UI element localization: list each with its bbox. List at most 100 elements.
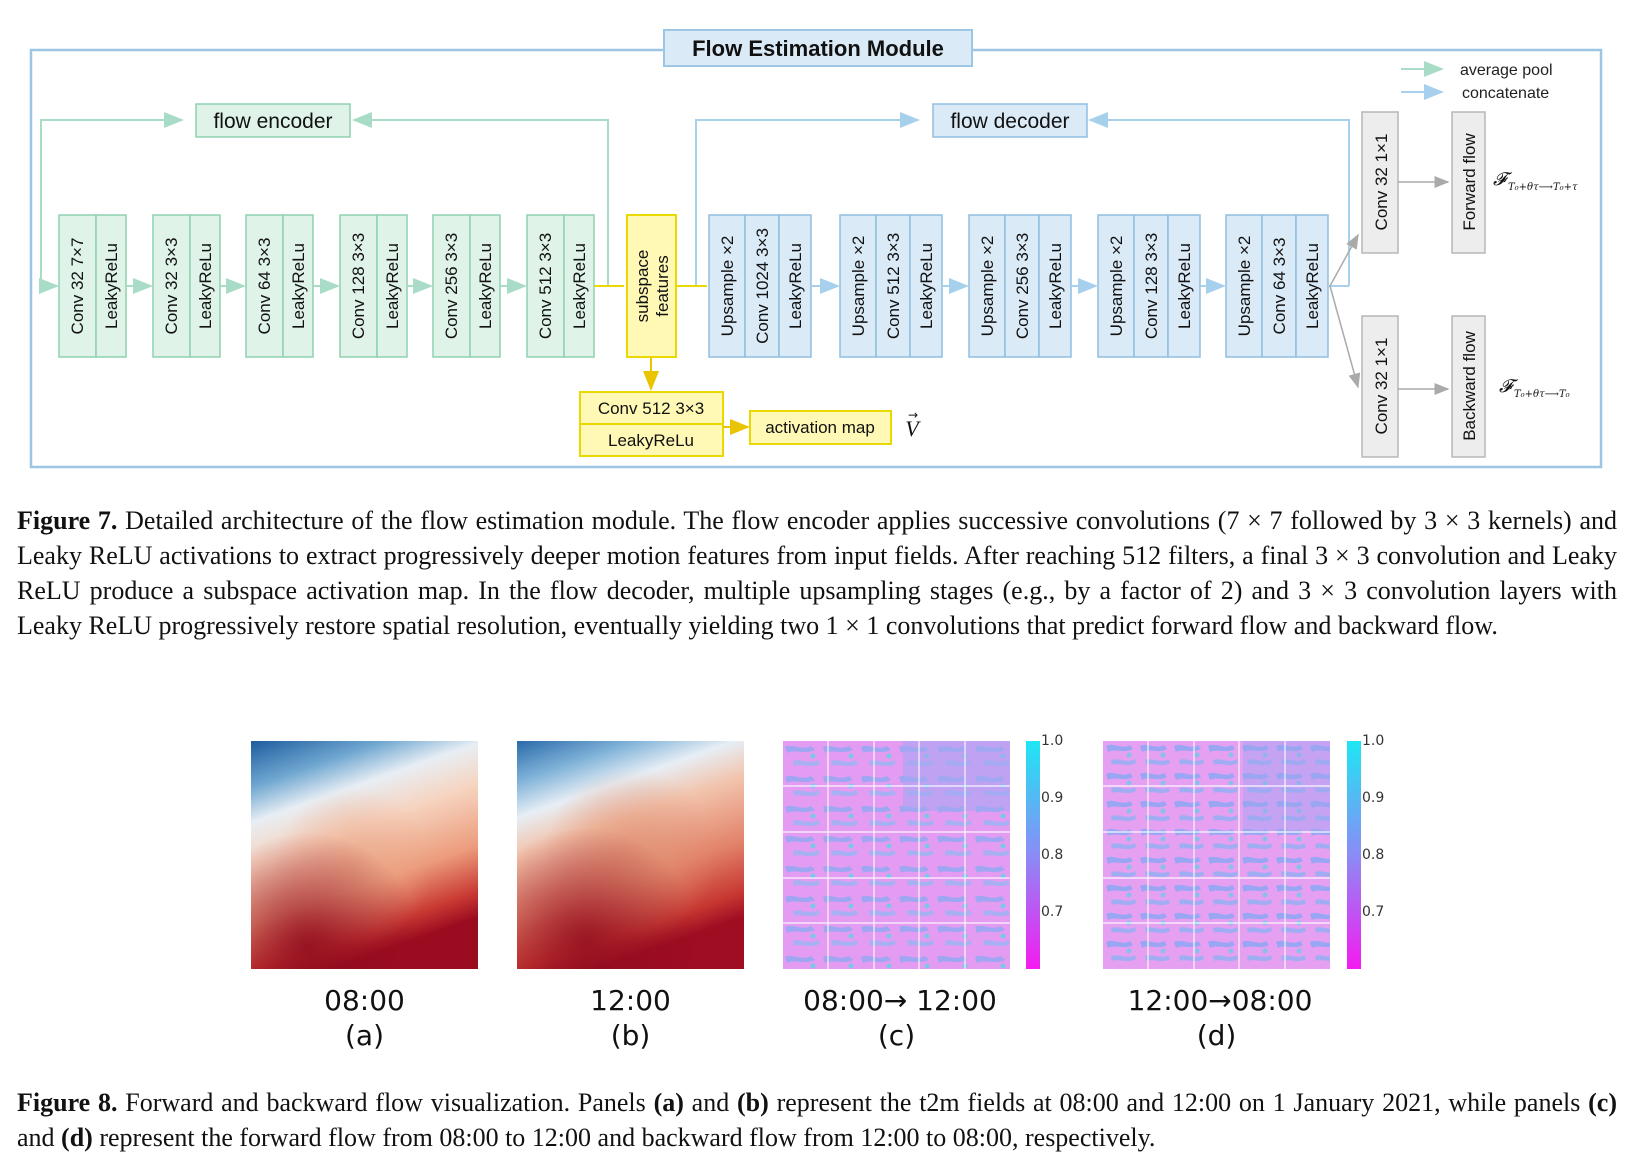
encoder-block-3: Conv 64 3×3 LeakyReLu: [245, 214, 314, 358]
figure8-caption-text: represent the t2m fields at 08:00 and 12…: [768, 1088, 1589, 1117]
forward-flow-subscript: T₀+θτ⟶T₀+τ: [1508, 182, 1578, 193]
panel-a-heatmap: [251, 741, 478, 969]
decoder-act-2: LeakyReLu: [917, 243, 936, 329]
encoder-act-2: LeakyReLu: [196, 243, 215, 329]
decoder-conv-3: Conv 256 3×3: [1013, 233, 1032, 339]
panel-b-heatmap: [517, 741, 744, 969]
encoder-act-1: LeakyReLu: [102, 243, 121, 329]
backward-conv-box: [1361, 315, 1399, 458]
colorbar-d-tick: 0.8: [1362, 847, 1385, 863]
decoder-up-4: Upsample ×2: [1107, 236, 1126, 337]
module-title: Flow Estimation Module: [692, 36, 944, 61]
encoder-conv-5: Conv 256 3×3: [442, 233, 461, 339]
activation-conv-label: Conv 512 3×3: [598, 399, 704, 418]
backward-flow-subscript: T₀+θτ⟶T₀: [1514, 389, 1570, 400]
panel-d-flow-map: [1103, 741, 1330, 969]
encoder-conv-4: Conv 128 3×3: [349, 233, 368, 339]
encoder-conv-2: Conv 32 3×3: [162, 238, 181, 335]
panel-c-flow-map: [783, 741, 1010, 969]
to-forward-branch: [1329, 233, 1359, 287]
subspace-line1: subspace: [633, 250, 652, 323]
colorbar-d-tick: 0.9: [1362, 790, 1385, 806]
decoder-block-4: Upsample ×2 Conv 128 3×3 LeakyReLu: [1097, 214, 1201, 358]
backward-flow-box: [1451, 315, 1486, 458]
decoder-label: flow decoder: [950, 110, 1069, 133]
encoder-act-6: LeakyReLu: [570, 243, 589, 329]
figure8-caption-text: and: [683, 1088, 738, 1117]
figure8-caption-text: Forward and backward flow visualization.…: [117, 1088, 654, 1117]
figure8-caption-text: and: [17, 1123, 62, 1152]
figure7-caption-text: Detailed architecture of the flow estima…: [17, 506, 1617, 640]
decoder-bracket-left: [695, 112, 920, 286]
vector-v-symbol: V: [905, 416, 921, 441]
decoder-up-1: Upsample ×2: [718, 236, 737, 337]
subspace-line2: features: [653, 255, 672, 316]
architecture-diagram: Flow Estimation Module average pool conc…: [29, 29, 1603, 469]
vector-arrow-accent: →: [908, 408, 918, 422]
panel-ref-b: (b): [737, 1088, 769, 1117]
panel-d-colorbar: [1347, 741, 1361, 969]
encoder-block-4: Conv 128 3×3 LeakyReLu: [339, 214, 408, 358]
activation-act-label: LeakyReLu: [608, 431, 694, 450]
decoder-act-4: LeakyReLu: [1175, 243, 1194, 329]
colorbar-c-tick: 0.8: [1041, 847, 1064, 863]
colorbar-c-tick: 1.0: [1041, 733, 1064, 749]
panel-ref-c: (c): [1588, 1088, 1617, 1117]
panel-d-time: 12:00→08:00: [1127, 984, 1313, 1017]
decoder-block-3: Upsample ×2 Conv 256 3×3 LeakyReLu: [968, 214, 1072, 358]
backward-flow-label: Backward flow: [1460, 330, 1479, 440]
to-backward-branch: [1329, 285, 1361, 389]
encoder-act-3: LeakyReLu: [289, 243, 308, 329]
forward-flow-label: Forward flow: [1460, 133, 1479, 231]
legend-pool-label: average pool: [1460, 62, 1553, 79]
panel-a-letter: (a): [344, 1019, 384, 1052]
figure8-caption-label: Figure 8.: [17, 1088, 118, 1117]
activation-act-box: [579, 423, 724, 457]
decoder-up-5: Upsample ×2: [1235, 236, 1254, 337]
backward-conv-label: Conv 32 1×1: [1372, 338, 1391, 435]
decoder-block-1: Upsample ×2 Conv 1024 3×3 LeakyReLu: [708, 214, 812, 358]
forward-conv-label: Conv 32 1×1: [1372, 134, 1391, 231]
encoder-act-4: LeakyReLu: [383, 243, 402, 329]
encoder-block-1: Conv 32 7×7 LeakyReLu: [58, 214, 127, 358]
decoder-act-3: LeakyReLu: [1046, 243, 1065, 329]
decoder-conv-4: Conv 128 3×3: [1142, 233, 1161, 339]
decoder-conv-1: Conv 1024 3×3: [753, 228, 772, 344]
figure8-caption: Figure 8. Forward and backward flow visu…: [17, 1085, 1617, 1155]
panel-a-time: 08:00: [324, 984, 405, 1017]
colorbar-c-tick: 0.7: [1041, 904, 1064, 920]
encoder-label-box: [195, 103, 351, 138]
activation-map-box: [749, 410, 892, 445]
encoder-act-5: LeakyReLu: [476, 243, 495, 329]
encoder-block-5: Conv 256 3×3 LeakyReLu: [432, 214, 501, 358]
legend-concat-label: concatenate: [1462, 85, 1549, 102]
panel-c-time: 08:00→ 12:00: [803, 984, 997, 1017]
decoder-up-2: Upsample ×2: [849, 236, 868, 337]
module-title-box: [663, 29, 973, 67]
decoder-block-5: Upsample ×2 Conv 64 3×3 LeakyReLu: [1225, 214, 1329, 358]
decoder-act-1: LeakyReLu: [786, 243, 805, 329]
decoder-bracket-right: [1088, 112, 1350, 286]
panel-b-letter: (b): [610, 1019, 651, 1052]
figure7-caption-label: Figure 7.: [17, 506, 118, 535]
encoder-bracket-right: [352, 112, 609, 286]
encoder-label: flow encoder: [213, 110, 332, 133]
decoder-conv-5: Conv 64 3×3: [1270, 238, 1289, 335]
panel-c-colorbar: [1026, 741, 1040, 969]
figure7-caption: Figure 7. Detailed architecture of the f…: [17, 503, 1617, 643]
decoder-up-3: Upsample ×2: [978, 236, 997, 337]
panel-ref-d: (d): [61, 1123, 93, 1152]
forward-flow-box: [1451, 111, 1486, 254]
figure8-caption-text: represent the forward flow from 08:00 to…: [92, 1123, 1156, 1152]
colorbar-d-tick: 1.0: [1362, 733, 1385, 749]
panel-c-letter: (c): [877, 1019, 916, 1052]
encoder-bracket-left: [40, 112, 184, 286]
decoder-act-5: LeakyReLu: [1303, 243, 1322, 329]
decoder-block-2: Upsample ×2 Conv 512 3×3 LeakyReLu: [839, 214, 943, 358]
forward-conv-box: [1361, 111, 1399, 254]
panel-d-letter: (d): [1196, 1019, 1237, 1052]
colorbar-c-tick: 0.9: [1041, 790, 1064, 806]
decoder-conv-2: Conv 512 3×3: [884, 233, 903, 339]
encoder-block-2: Conv 32 3×3 LeakyReLu: [152, 214, 221, 358]
activation-map-label: activation map: [765, 418, 875, 437]
